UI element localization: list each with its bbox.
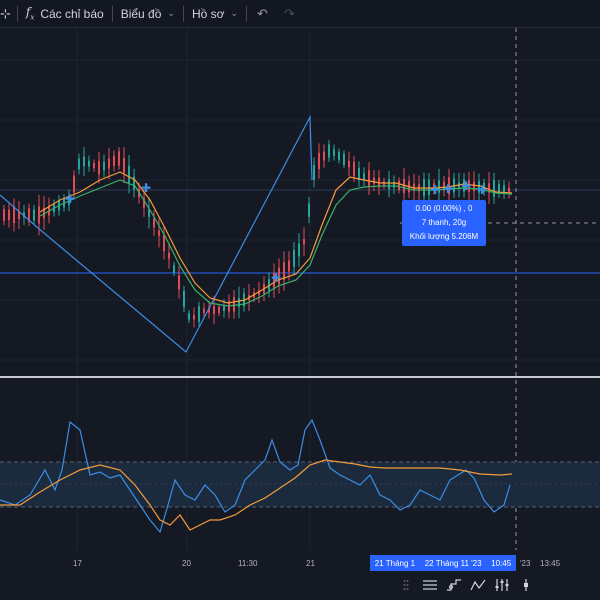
time-label: '23 (520, 559, 531, 568)
toolbar-divider (111, 5, 113, 22)
range-end-label: 22 Tháng 11 '23 (424, 558, 482, 568)
time-label: 11:30 (238, 559, 258, 568)
sliders-icon[interactable] (492, 576, 512, 594)
indicators-label: Các chỉ báo (40, 6, 104, 21)
ema-green (39, 179, 513, 307)
signal-marker: ✚ (430, 183, 440, 197)
indicators-button[interactable]: fx Các chỉ báo (18, 0, 112, 28)
crosshair-tooltip: 0.00 (0.00%) , 0 7 thanh, 20g Khối lượng… (402, 200, 486, 246)
trend-icon[interactable] (468, 576, 488, 594)
oscillator-blue-line (0, 418, 511, 534)
chart-menu-button[interactable]: Biểu đồ ⌄ (113, 0, 183, 28)
toolbar-divider (182, 5, 184, 22)
grip-icon[interactable] (396, 576, 416, 594)
zigzag-trend-line[interactable] (0, 114, 313, 353)
oscillator-orange-line (0, 459, 513, 531)
tooltip-change: 0.00 (0.00%) , 0 (415, 204, 473, 213)
profile-menu-button[interactable]: Hồ sơ ⌄ (184, 0, 246, 28)
time-label: 20 (182, 559, 191, 568)
undo-button[interactable]: ↶ (247, 0, 278, 28)
toolbar-divider (16, 5, 18, 22)
time-label: 17 (73, 559, 82, 568)
top-toolbar: ⊹ fx Các chỉ báo Biểu đồ ⌄ Hồ sơ ⌄ ↶ ↷ (0, 0, 600, 28)
ruler-icon[interactable] (420, 576, 440, 594)
tooltip-volume: Khối lượng 5.206M (409, 232, 479, 241)
crosshair-icon[interactable]: ⊹ (0, 5, 11, 21)
toolbar-divider (246, 5, 248, 22)
undo-icon: ↶ (257, 5, 268, 21)
signal-marker: ✚ (443, 182, 453, 196)
chevron-down-icon: ⌄ (167, 8, 175, 18)
bottom-toolbar (396, 574, 536, 596)
time-range-selection[interactable]: 21 Tháng 1 22 Tháng 11 '23 10:45 (370, 555, 516, 571)
profile-menu-label: Hồ sơ (191, 6, 225, 21)
range-start-label: 21 Tháng 1 (374, 558, 416, 568)
redo-button[interactable]: ↷ (278, 0, 301, 28)
tooltip-bars: 7 thanh, 20g (421, 218, 467, 227)
signal-marker: ✚ (271, 271, 281, 285)
signal-marker: ✚ (461, 179, 471, 193)
time-label: 13:45 (540, 559, 561, 568)
ema-orange (39, 171, 513, 304)
time-label: 21 (306, 559, 315, 568)
vertical-line-icon[interactable] (516, 576, 536, 594)
chart-menu-label: Biểu đồ (120, 6, 162, 21)
signal-marker: ✚ (141, 181, 151, 195)
step-line-icon[interactable] (444, 576, 464, 594)
range-time-label: 10:45 (491, 558, 512, 568)
chevron-down-icon: ⌄ (230, 8, 239, 18)
signal-marker: ✚ (65, 192, 75, 206)
signal-marker: ✚ (477, 183, 487, 197)
redo-icon: ↷ (283, 5, 295, 21)
function-icon: fx (25, 5, 35, 22)
